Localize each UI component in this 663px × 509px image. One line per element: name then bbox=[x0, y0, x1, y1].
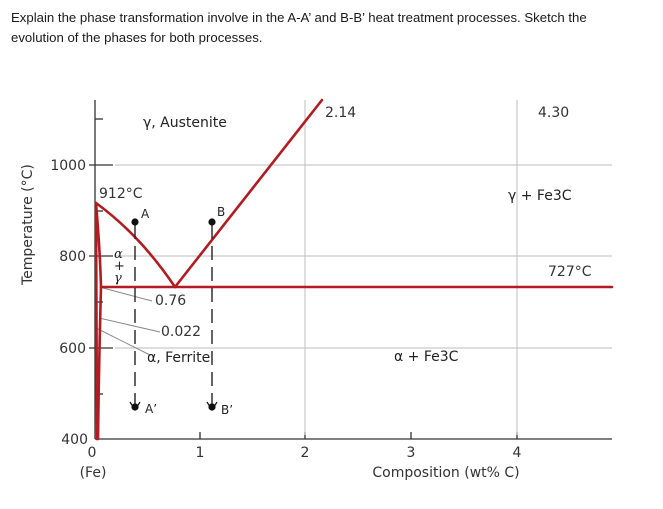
x-axis-label: Composition (wt% C) bbox=[372, 465, 519, 481]
path-AA bbox=[129, 218, 141, 412]
phase-boundaries bbox=[94, 98, 614, 441]
leader-lines bbox=[95, 287, 161, 356]
x-sub-label-fe: (Fe) bbox=[80, 465, 107, 481]
y-axis-label: Temperature (°C) bbox=[20, 164, 36, 286]
path-AA-arrow bbox=[129, 401, 141, 412]
y-tick-label-400: 400 bbox=[61, 432, 88, 448]
label-727: 727°C bbox=[548, 264, 592, 280]
region-alpha-fe3c: α + Fe3C bbox=[394, 349, 459, 365]
region-small-gamma: γ bbox=[114, 271, 122, 286]
leader-alpha bbox=[95, 327, 151, 356]
x-tick-label-2: 2 bbox=[301, 445, 310, 461]
axes bbox=[89, 100, 612, 440]
path-BB-start-dot bbox=[208, 218, 216, 226]
path-BB-arrow bbox=[206, 401, 218, 412]
label-0022: 0.022 bbox=[161, 324, 201, 340]
x-tick-label-3: 3 bbox=[407, 445, 416, 461]
path-BB bbox=[206, 218, 218, 412]
region-gamma-fe3c: γ + Fe3C bbox=[508, 188, 572, 204]
y-tick-label-800: 800 bbox=[59, 249, 86, 265]
label-912: 912°C bbox=[99, 186, 143, 202]
label-point-B-prime: B’ bbox=[221, 403, 233, 417]
x-tick-label-0: 0 bbox=[88, 445, 97, 461]
region-small-plus: + bbox=[114, 259, 125, 274]
label-point-A: A bbox=[141, 207, 150, 221]
alpha-solvus-low bbox=[96, 285, 103, 441]
alpha-solvus bbox=[94, 201, 99, 441]
region-alpha-ferrite: α, Ferrite bbox=[147, 350, 210, 366]
y-tick-label-600: 600 bbox=[59, 341, 86, 357]
x-tick-label-4: 4 bbox=[513, 445, 522, 461]
question-text: Explain the phase transformation involve… bbox=[11, 8, 651, 48]
question-line-2: evolution of the phases for both process… bbox=[11, 30, 263, 45]
leader-076 bbox=[102, 287, 153, 302]
label-430: 4.30 bbox=[538, 105, 569, 121]
label-point-B: B bbox=[217, 205, 225, 219]
path-AA-end-dot bbox=[131, 403, 139, 411]
label-point-A-prime: A’ bbox=[145, 402, 157, 416]
region-gamma-austenite: γ, Austenite bbox=[143, 115, 227, 131]
label-076: 0.76 bbox=[155, 293, 186, 309]
a3-curve bbox=[94, 201, 177, 289]
acm-line bbox=[173, 98, 324, 289]
path-AA-start-dot bbox=[131, 218, 139, 226]
label-214: 2.14 bbox=[325, 105, 356, 121]
path-BB-end-dot bbox=[208, 403, 216, 411]
leader-0022 bbox=[98, 317, 161, 333]
y-tick-label-1000: 1000 bbox=[50, 158, 86, 174]
question-line-1: Explain the phase transformation involve… bbox=[11, 10, 587, 25]
x-tick-label-1: 1 bbox=[196, 445, 205, 461]
region-small-alpha: α bbox=[114, 247, 123, 262]
